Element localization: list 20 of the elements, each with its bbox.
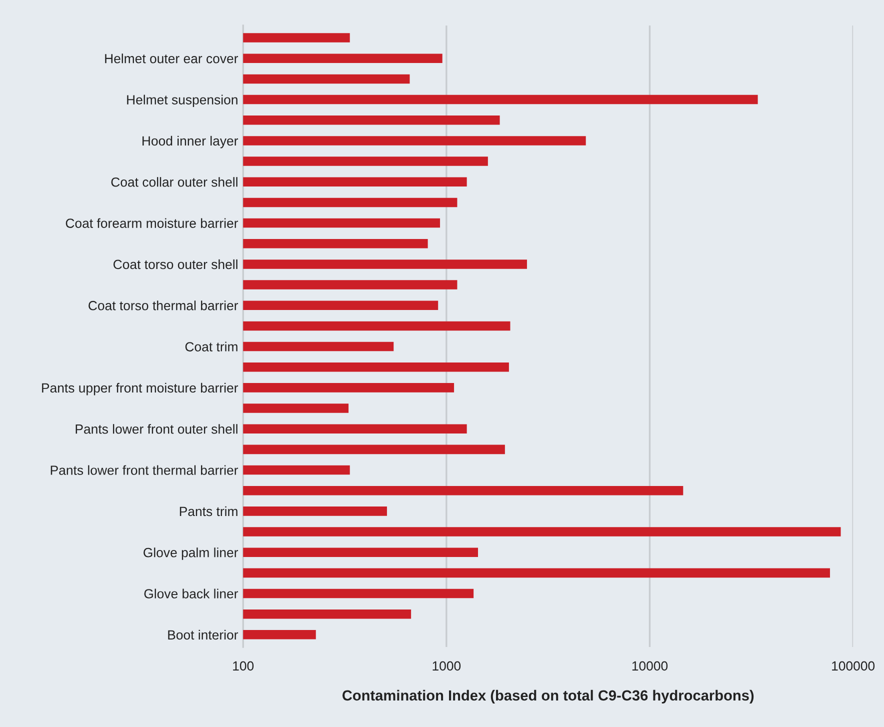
y-tick-label: Glove back liner [144,588,238,598]
y-tick-label: Hood inner layer [142,136,238,148]
x-axis-title: Contamination Index (based on total C9-C36 hydrocarbons) [342,690,754,704]
y-tick-label: Coat collar outer shell [111,177,238,187]
y-tick-label: Pants lower front outer shell [76,424,238,434]
y-tick-label: Coat trim [185,342,238,352]
x-tick-label: 100000 [832,661,875,671]
x-tick-label: 10000 [632,661,668,671]
y-tick-label: Glove palm liner [144,548,238,560]
y-tick-label: Pants trim [180,506,238,516]
y-tick-label: Pants lower front thermal barrier [50,465,238,475]
y-tick-label: Coat forearm moisture barrier [66,218,238,228]
y-tick-label: Coat torso outer shell [114,259,238,270]
y-tick-label: Pants upper front moisture barrier [42,382,238,396]
y-tick-label: Helmet outer ear cover [105,54,238,64]
y-tick-label: Coat torso thermal barrier [88,300,238,310]
x-tick-label: 100 [233,661,254,671]
y-tick-label: Boot interior [168,630,238,640]
x-tick-label: 1000 [432,661,461,671]
y-tick-label: Helmet suspension [127,94,238,108]
